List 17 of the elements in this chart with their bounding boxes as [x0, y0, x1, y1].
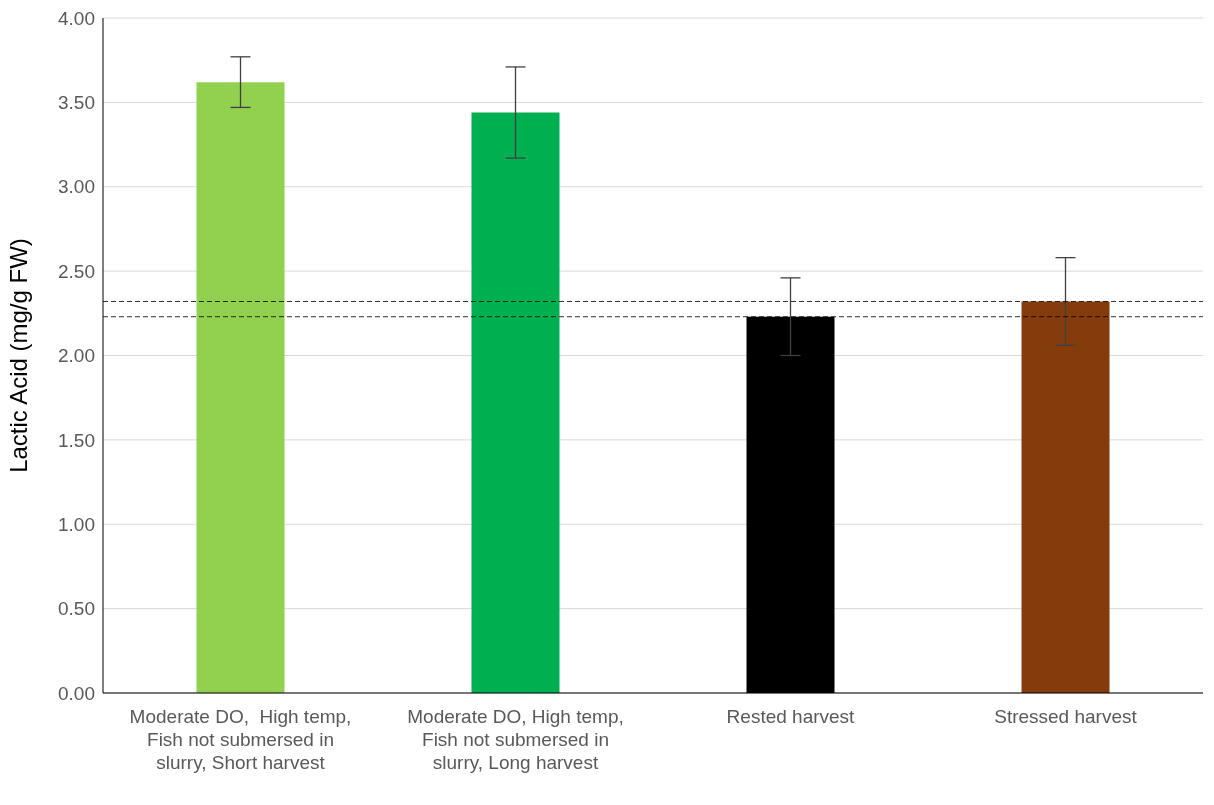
x-tick-label: Rested harvest	[726, 706, 856, 727]
y-tick-label: 2.50	[58, 260, 95, 282]
x-tick-label: Stressed harvest	[994, 706, 1138, 727]
bar	[1021, 301, 1110, 693]
x-tick-label: Moderate DO, High temp, Fish not submersed in slurry, Long harvest	[407, 706, 624, 773]
y-axis-title: Lactic Acid (mg/g FW)	[4, 238, 32, 473]
y-tick-label: 1.00	[58, 513, 95, 535]
x-tick-label: Moderate DO, High temp, Fish not submersed in slurry, Short harvest	[129, 706, 352, 773]
y-tick-label: 3.50	[58, 92, 95, 114]
y-tick-label: 0.50	[58, 598, 95, 620]
y-tick-label: 1.50	[58, 429, 95, 451]
y-tick-label: 3.00	[58, 176, 95, 198]
y-tick-label: 0.00	[58, 682, 95, 704]
bar	[196, 82, 285, 693]
bar	[471, 112, 560, 693]
y-tick-label: 4.00	[58, 7, 95, 29]
y-tick-label: 2.00	[58, 345, 95, 367]
